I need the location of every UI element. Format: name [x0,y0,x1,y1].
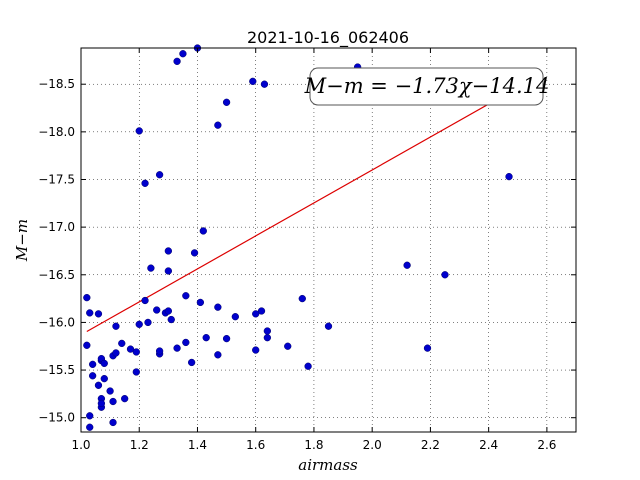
data-point [164,307,173,315]
data-point [441,271,449,279]
x-tick-label: 1.2 [130,438,149,452]
data-point [182,292,190,300]
data-point [100,374,108,383]
fit-annotation: M−m = −1.73χ−14.14 [304,74,550,98]
data-point [155,347,164,355]
y-tick-label: −16.5 [38,268,75,282]
data-point [126,345,135,353]
data-point [94,310,103,318]
data-point [167,315,175,324]
data-point [83,341,91,349]
data-point [190,249,199,257]
grid [80,48,576,432]
data-point [263,334,272,342]
data-point [132,368,140,376]
data-point [423,344,432,352]
data-point [199,227,207,235]
data-point [86,423,94,431]
data-point [252,346,260,354]
data-point [141,179,149,187]
data-point [214,351,222,359]
x-tick-label: 1.6 [246,438,265,452]
data-point [97,399,106,408]
data-point [214,121,222,129]
x-tick-label: 2.2 [421,438,440,452]
data-point [249,77,257,85]
data-point [196,298,205,307]
data-point [112,349,120,357]
data-point [164,247,173,255]
data-point [263,327,272,335]
data-point [505,172,513,181]
chart-title: 2021-10-16_062406 [247,28,409,48]
data-point [173,57,181,65]
y-tick-label: −16.0 [38,315,75,329]
y-tick-label: −17.0 [38,220,75,234]
fit-annotation-box: M−m = −1.73χ−14.14 [304,67,550,106]
data-point [202,334,210,342]
data-point [109,418,117,427]
data-point [187,358,196,367]
x-tick-label: 1.8 [304,438,323,452]
x-tick-label: 1.0 [71,438,90,452]
data-point [94,381,103,389]
data-point [109,397,117,406]
data-point [106,387,114,395]
data-point [214,303,222,311]
data-point [83,293,91,302]
y-tick-label: −15.0 [38,411,75,425]
y-tick-label: −18.0 [38,125,75,139]
data-point [118,339,126,348]
data-point [135,320,143,328]
data-point [304,362,312,370]
data-point [222,98,231,106]
x-tick-label: 2.4 [479,438,498,452]
data-point [164,267,173,275]
data-point [324,322,333,330]
data-point [144,318,152,327]
data-point [231,313,239,321]
x-axis-tick-labels: 1.0 1.2 1.4 1.6 1.8 2.0 2.2 2.4 2.6 [71,438,556,452]
fit-line-group [86,91,510,333]
data-point [252,310,260,318]
data-point [260,80,269,88]
x-tick-label: 2.6 [537,438,556,452]
data-point [403,261,411,269]
data-point [141,296,149,305]
fit-line [86,91,510,333]
data-point [257,307,266,315]
y-tick-label: −15.5 [38,363,75,377]
data-point [155,171,164,179]
data-point [179,50,187,58]
data-point [135,127,143,135]
data-point [100,359,108,368]
x-tick-label: 2.0 [363,438,382,452]
plot-area-frame [80,47,577,433]
data-point [132,348,140,356]
x-tick-label: 1.4 [188,438,207,452]
data-point [112,322,120,330]
y-tick-label: −17.5 [38,172,75,186]
data-point [182,338,190,347]
data-point [121,395,129,403]
data-point [298,294,306,303]
axis-ticks [80,48,576,432]
data-point [284,342,292,350]
data-point [86,412,94,420]
x-axis-label: airmass [298,456,358,474]
data-point [88,372,97,380]
y-tick-label: −18.5 [38,77,75,91]
data-point [86,309,94,317]
data-point [88,360,97,368]
data-point [153,306,161,314]
data-point [147,264,155,272]
data-point [173,344,181,352]
y-axis-tick-labels: −15.0 −15.5 −16.0 −16.5 −17.0 −17.5 −18.0 −18.5 [38,77,75,424]
data-point [222,334,231,343]
data-points [83,44,513,431]
y-axis-label: M−m [13,219,31,262]
